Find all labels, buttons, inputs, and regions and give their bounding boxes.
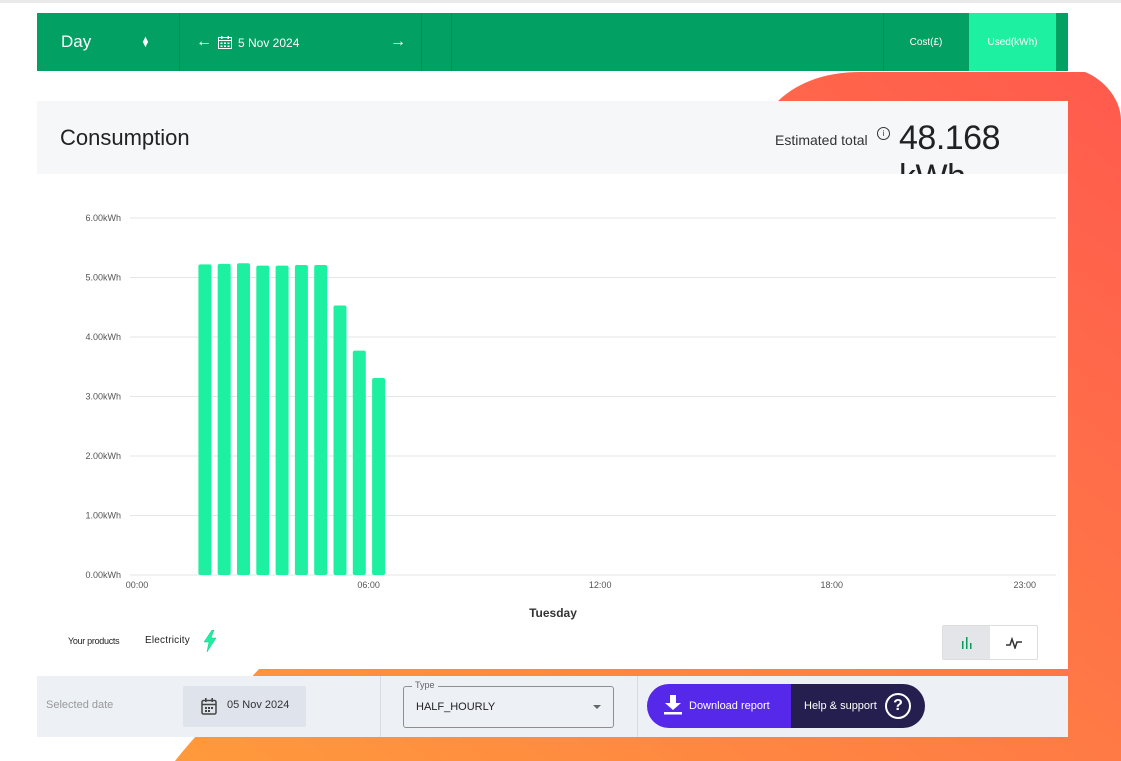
x-tick-label: 18:00 — [821, 580, 844, 590]
top-toolbar: Day ▲ ▼ ← 5 Nov 2024 → Cost(£) Used(kWh) — [37, 13, 1068, 71]
lightning-bolt-icon — [203, 630, 217, 652]
calendar-icon — [218, 36, 232, 49]
selected-date-label: Selected date — [46, 699, 114, 711]
y-tick-label: 6.00kWh — [85, 213, 121, 223]
chart-bar — [198, 264, 212, 575]
divider — [179, 13, 180, 71]
type-label: Type — [412, 680, 438, 690]
chart-plot-area — [41, 174, 1064, 624]
y-tick-label: 4.00kWh — [85, 332, 121, 342]
prev-day-arrow-icon[interactable]: ← — [196, 33, 212, 50]
sort-arrows-icon: ▲ ▼ — [141, 34, 150, 49]
window-top-border — [0, 0, 1121, 3]
card-title: Consumption — [60, 125, 190, 150]
card-header: Consumption Estimated total i 48.168 kWh — [37, 101, 1068, 196]
x-tick-label: 12:00 — [589, 580, 612, 590]
divider — [883, 13, 884, 71]
download-icon — [664, 695, 682, 715]
period-label: Day — [61, 32, 92, 51]
current-date[interactable]: 5 Nov 2024 — [238, 36, 300, 50]
chart-bar — [352, 350, 366, 575]
chart-bar — [372, 378, 386, 575]
dropdown-caret-icon — [593, 705, 601, 709]
date-navigator: ← 5 Nov 2024 → — [180, 13, 422, 71]
info-icon[interactable]: i — [877, 127, 890, 140]
download-report-label: Download report — [689, 700, 770, 712]
calendar-icon — [201, 698, 217, 715]
chart-bar — [294, 265, 308, 575]
chart-bar — [217, 263, 231, 575]
chart-bar — [237, 263, 250, 575]
x-tick-label: 23:00 — [1014, 580, 1037, 590]
chart-bar — [314, 265, 328, 575]
consumption-card: Consumption Estimated total i 48.168 kWh… — [37, 101, 1068, 669]
electricity-label: Electricity — [145, 635, 190, 646]
line-chart-view-button[interactable] — [990, 626, 1037, 659]
tab-cost[interactable]: Cost(£) — [909, 36, 943, 48]
question-mark-icon: ? — [885, 693, 911, 719]
y-tick-label: 5.00kWh — [85, 273, 121, 283]
help-support-button[interactable]: Help & support ? — [791, 684, 925, 728]
selected-date-value: 05 Nov 2024 — [227, 699, 290, 711]
y-tick-label: 0.00kWh — [85, 570, 121, 580]
y-tick-label: 1.00kWh — [85, 511, 121, 521]
y-tick-label: 3.00kWh — [85, 392, 121, 402]
y-tick-label: 2.00kWh — [85, 451, 121, 461]
chart-bar — [256, 265, 270, 575]
divider — [380, 676, 381, 737]
tab-used-kwh[interactable]: Used(kWh) — [969, 13, 1056, 71]
consumption-bar-chart: 0.00kWh 1.00kWh 2.00kWh 3.00kWh 4.00kWh 5.00k… — [41, 174, 1064, 624]
chart-bar — [275, 265, 289, 575]
divider — [421, 13, 422, 71]
estimated-total-label: Estimated total — [775, 132, 868, 148]
chart-type-toggle — [942, 625, 1038, 660]
x-axis-label: Tuesday — [529, 606, 577, 620]
bottom-toolbar: Selected date 05 Nov 2024 Type HALF_HOUR… — [37, 676, 1068, 737]
line-chart-icon — [1005, 636, 1022, 649]
x-tick-label: 06:00 — [357, 580, 380, 590]
your-products-label: Your products — [68, 636, 120, 646]
next-day-arrow-icon[interactable]: → — [390, 33, 406, 50]
period-selector[interactable]: Day ▲ ▼ — [37, 13, 179, 71]
date-picker[interactable]: 05 Nov 2024 — [183, 686, 306, 727]
bar-chart-view-button[interactable] — [943, 626, 990, 659]
chart-bar — [333, 305, 347, 575]
divider — [637, 676, 638, 737]
download-report-button[interactable]: Download report — [647, 684, 791, 728]
type-select[interactable]: Type HALF_HOURLY — [403, 680, 614, 728]
divider — [451, 13, 452, 71]
x-tick-label: 00:00 — [126, 580, 149, 590]
help-support-label: Help & support — [804, 700, 877, 712]
type-value: HALF_HOURLY — [416, 701, 496, 713]
bar-chart-icon — [961, 636, 971, 649]
